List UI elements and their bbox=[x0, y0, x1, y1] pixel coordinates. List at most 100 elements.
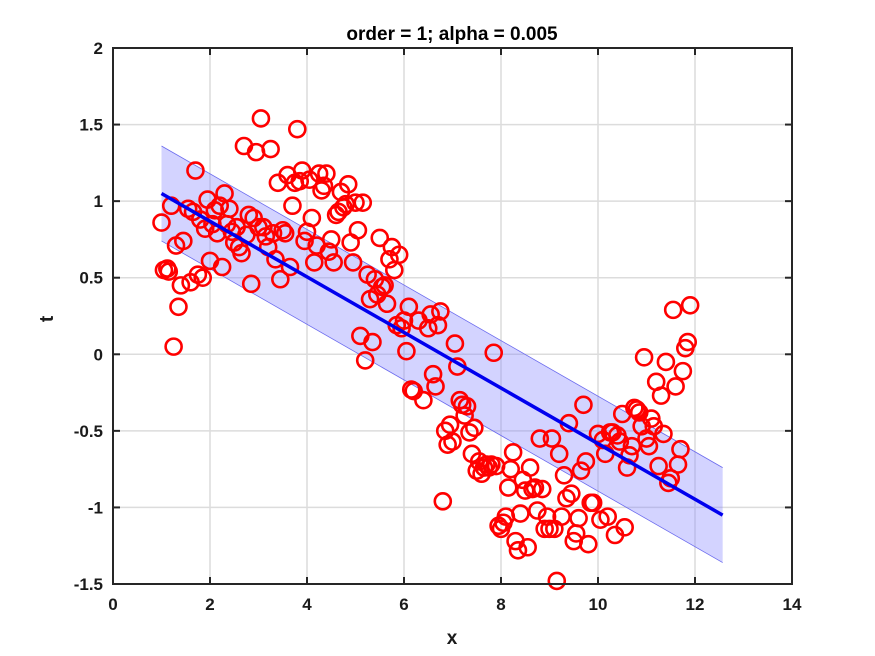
data-point bbox=[554, 465, 574, 485]
y-tick-label: -1.5 bbox=[74, 575, 103, 594]
data-point bbox=[295, 231, 314, 251]
data-point bbox=[511, 504, 530, 523]
data-point bbox=[569, 508, 588, 528]
data-point bbox=[671, 439, 690, 459]
data-point bbox=[663, 300, 683, 320]
data-point bbox=[169, 297, 188, 317]
data-point bbox=[680, 295, 700, 315]
data-point bbox=[557, 488, 576, 508]
data-point bbox=[457, 397, 477, 416]
data-point bbox=[498, 478, 518, 497]
data-point bbox=[251, 109, 271, 128]
data-point bbox=[649, 456, 668, 476]
data-point bbox=[164, 337, 183, 356]
data-point bbox=[186, 161, 205, 180]
x-axis-label: x bbox=[447, 628, 458, 649]
data-point bbox=[174, 231, 193, 251]
data-point bbox=[210, 196, 229, 216]
y-tick-label: 0.5 bbox=[79, 269, 103, 288]
x-axis-ticks: 0 2 4 6 8 10 12 14 bbox=[108, 48, 802, 614]
data-point bbox=[666, 377, 685, 396]
data-point bbox=[287, 119, 307, 139]
data-point bbox=[578, 534, 598, 554]
data-point bbox=[397, 341, 416, 361]
data-point bbox=[484, 343, 504, 363]
data-point bbox=[445, 334, 465, 353]
data-point bbox=[571, 461, 591, 480]
data-point bbox=[673, 361, 693, 381]
data-point bbox=[423, 364, 443, 384]
y-axis-label: t bbox=[37, 315, 58, 322]
data-point bbox=[549, 444, 569, 464]
data-point bbox=[615, 518, 634, 537]
data-point bbox=[261, 139, 280, 159]
data-point bbox=[377, 294, 397, 314]
data-point bbox=[642, 409, 661, 428]
data-point bbox=[380, 250, 399, 269]
data-point bbox=[583, 493, 603, 513]
data-point bbox=[271, 269, 290, 289]
data-point bbox=[363, 332, 382, 352]
data-point bbox=[651, 386, 671, 405]
data-point bbox=[479, 458, 499, 477]
data-point bbox=[334, 197, 353, 217]
y-tick-label: 1.5 bbox=[79, 116, 103, 135]
data-point bbox=[254, 217, 273, 237]
data-point bbox=[542, 429, 562, 448]
data-point bbox=[319, 242, 339, 261]
data-point bbox=[343, 253, 363, 272]
data-point bbox=[171, 276, 191, 295]
chart-title: order = 1; alpha = 0.005 bbox=[346, 24, 558, 45]
data-point bbox=[576, 452, 596, 471]
fit-line-layer bbox=[160, 191, 724, 517]
x-tick-label: 6 bbox=[399, 595, 408, 614]
data-point bbox=[389, 245, 409, 265]
data-point bbox=[317, 164, 336, 183]
data-point bbox=[598, 507, 618, 526]
y-tick-label: -1 bbox=[88, 498, 103, 517]
data-point bbox=[273, 220, 293, 240]
data-point bbox=[346, 193, 365, 212]
y-tick-label: 2 bbox=[94, 39, 103, 58]
data-point bbox=[540, 519, 559, 539]
data-point bbox=[370, 228, 390, 248]
data-point bbox=[263, 224, 283, 243]
data-point bbox=[535, 519, 554, 539]
plot-frame bbox=[112, 47, 793, 585]
data-point bbox=[443, 432, 462, 451]
data-point bbox=[654, 424, 673, 444]
x-tick-label: 10 bbox=[589, 595, 608, 614]
data-point bbox=[232, 243, 251, 263]
data-point bbox=[324, 253, 343, 272]
data-point bbox=[678, 332, 698, 352]
data-point bbox=[610, 432, 630, 451]
data-point bbox=[244, 208, 263, 228]
x-tick-label: 2 bbox=[205, 595, 214, 614]
data-point bbox=[656, 352, 676, 372]
data-point bbox=[203, 214, 222, 234]
data-point bbox=[455, 406, 474, 425]
data-point bbox=[639, 436, 659, 456]
data-point bbox=[525, 478, 545, 497]
x-tick-label: 14 bbox=[783, 595, 802, 614]
data-point bbox=[399, 297, 419, 317]
data-point bbox=[241, 274, 261, 294]
y-tick-label: 1 bbox=[94, 192, 103, 211]
data-point bbox=[152, 213, 171, 232]
data-point bbox=[275, 224, 295, 243]
data-point bbox=[193, 268, 213, 288]
data-point bbox=[418, 318, 438, 338]
data-point bbox=[348, 220, 368, 240]
y-axis-ticks: -1.5 -1 -0.5 0 0.5 1 1.5 2 bbox=[74, 39, 792, 594]
data-point bbox=[220, 199, 239, 219]
data-point bbox=[212, 257, 232, 277]
data-point bbox=[159, 262, 179, 281]
data-points bbox=[152, 109, 700, 591]
data-point bbox=[314, 176, 334, 196]
fit-line bbox=[160, 191, 724, 517]
data-point bbox=[280, 257, 300, 277]
data-point bbox=[302, 208, 322, 228]
data-point bbox=[355, 351, 375, 370]
y-tick-label: 0 bbox=[94, 345, 103, 364]
